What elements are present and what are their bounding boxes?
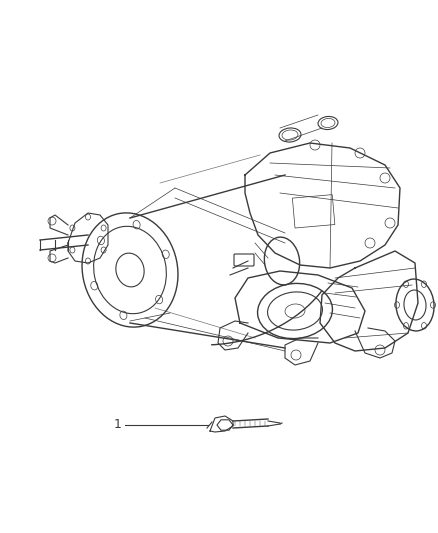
- Text: 1: 1: [114, 418, 122, 432]
- Bar: [293, 195, 335, 228]
